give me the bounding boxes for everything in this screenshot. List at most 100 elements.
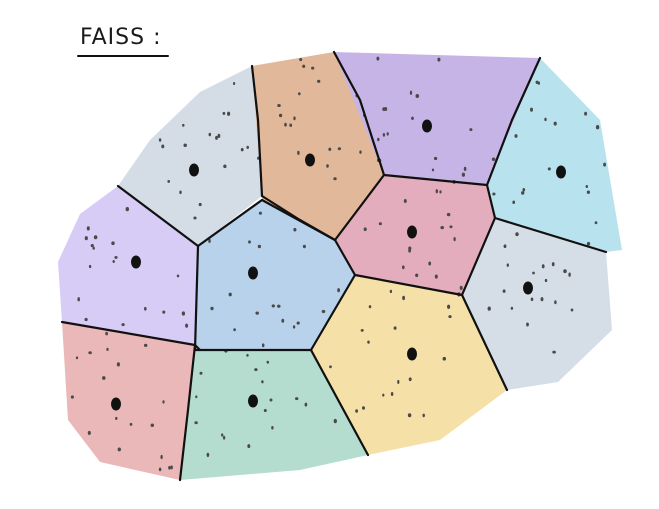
sample-point bbox=[595, 125, 600, 130]
sample-point bbox=[181, 311, 186, 316]
centroid-left-lavender bbox=[131, 255, 141, 269]
sample-point bbox=[170, 465, 173, 470]
sample-point bbox=[603, 162, 607, 167]
sample-point bbox=[515, 232, 519, 237]
sample-point bbox=[532, 271, 535, 275]
sample-point bbox=[114, 255, 118, 259]
sample-point bbox=[461, 172, 466, 177]
sample-point bbox=[547, 167, 551, 171]
sample-point bbox=[386, 132, 389, 136]
sample-point bbox=[302, 244, 306, 249]
sample-point bbox=[530, 107, 533, 112]
cell-boundaries bbox=[60, 50, 608, 482]
sample-point bbox=[289, 123, 293, 128]
sample-point bbox=[311, 66, 315, 70]
sample-point bbox=[568, 272, 571, 277]
sample-point bbox=[563, 269, 567, 274]
sample-point bbox=[594, 221, 598, 225]
sample-point bbox=[361, 406, 366, 410]
sample-point bbox=[553, 121, 557, 126]
sample-point bbox=[210, 306, 214, 311]
sample-point bbox=[506, 263, 509, 267]
sample-point bbox=[222, 435, 226, 440]
sample-point bbox=[208, 132, 212, 137]
sample-point bbox=[586, 190, 591, 194]
sample-point bbox=[407, 413, 412, 418]
sample-point bbox=[503, 244, 507, 248]
sample-point bbox=[258, 211, 262, 215]
sample-point bbox=[326, 164, 329, 168]
sample-point bbox=[158, 138, 162, 142]
sample-point bbox=[198, 202, 202, 207]
sample-point bbox=[502, 289, 506, 293]
boundary-line bbox=[493, 216, 608, 254]
sample-point bbox=[377, 137, 380, 142]
cell-right-gray bbox=[462, 218, 612, 390]
sample-point bbox=[302, 64, 306, 68]
sample-point bbox=[409, 90, 413, 95]
sample-point bbox=[266, 360, 270, 364]
sample-point bbox=[435, 189, 439, 194]
boundary-line bbox=[460, 216, 497, 297]
sample-point bbox=[247, 444, 251, 449]
sample-point bbox=[263, 408, 267, 413]
sample-point bbox=[129, 422, 133, 426]
sample-point bbox=[447, 304, 451, 309]
sample-point bbox=[125, 206, 130, 212]
sample-point bbox=[382, 107, 386, 111]
boundary-line bbox=[353, 273, 464, 297]
sample-point bbox=[70, 395, 74, 399]
sample-point bbox=[168, 465, 171, 470]
cell-top-purple bbox=[334, 52, 540, 185]
sample-point bbox=[296, 321, 300, 325]
boundary-line bbox=[309, 273, 357, 352]
sample-point bbox=[448, 315, 452, 319]
sample-point bbox=[179, 190, 182, 195]
sample-point bbox=[111, 241, 115, 246]
sample-point bbox=[540, 297, 544, 302]
sample-point bbox=[333, 177, 337, 181]
sample-point bbox=[411, 116, 414, 121]
sample-point bbox=[227, 111, 231, 116]
sample-point bbox=[102, 376, 106, 380]
centroid-top-right bbox=[556, 165, 566, 179]
sample-point bbox=[217, 133, 221, 139]
cell-top-left bbox=[118, 66, 262, 246]
sample-point bbox=[297, 150, 300, 155]
sample-point bbox=[93, 235, 98, 240]
boundary-line bbox=[382, 173, 489, 187]
sample-point bbox=[521, 191, 525, 195]
sample-point bbox=[570, 308, 574, 312]
cell-bottom-yellow bbox=[311, 275, 507, 455]
sample-point bbox=[297, 92, 301, 96]
boundary-line bbox=[116, 184, 200, 248]
cell-bottom-left-red bbox=[62, 322, 195, 480]
sample-point bbox=[382, 393, 385, 397]
boundary-line bbox=[193, 244, 200, 352]
boundary-line bbox=[178, 343, 197, 482]
sample-point bbox=[84, 317, 88, 322]
boundary-line bbox=[485, 56, 542, 187]
centroid-top-center bbox=[305, 153, 315, 167]
sample-point bbox=[292, 325, 296, 329]
sample-point bbox=[161, 144, 165, 149]
boundary-line bbox=[250, 64, 264, 198]
sample-point bbox=[261, 343, 265, 348]
sample-point bbox=[367, 340, 370, 344]
sample-point bbox=[105, 331, 108, 336]
sample-point bbox=[431, 168, 435, 172]
sample-point bbox=[390, 391, 394, 397]
sample-point bbox=[232, 81, 236, 86]
sample-point bbox=[393, 326, 397, 330]
sample-point bbox=[199, 371, 203, 375]
sample-point bbox=[269, 398, 273, 402]
sample-point bbox=[271, 304, 275, 308]
sample-point bbox=[295, 397, 299, 401]
sample-point bbox=[433, 156, 438, 161]
cell-center-blue bbox=[195, 200, 355, 350]
sample-point bbox=[206, 452, 210, 458]
sample-point bbox=[221, 433, 224, 437]
sample-point bbox=[337, 288, 341, 293]
sample-point bbox=[428, 261, 432, 266]
